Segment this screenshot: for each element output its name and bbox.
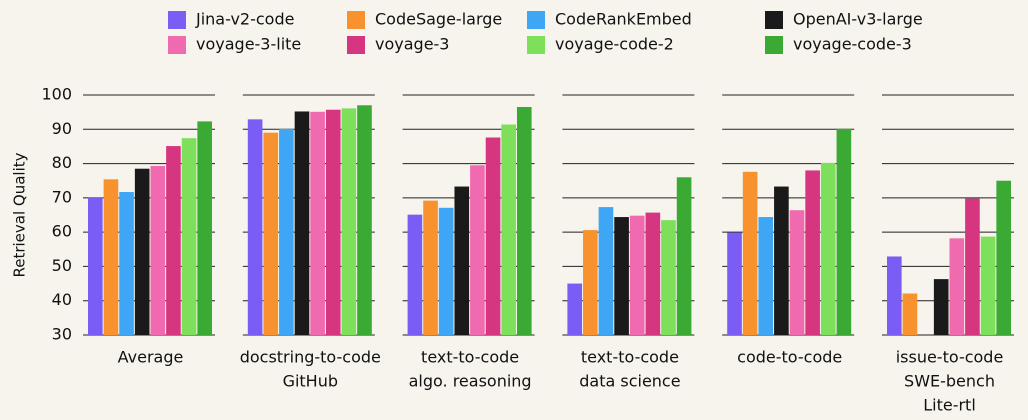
bar xyxy=(119,192,134,335)
legend-swatch xyxy=(347,36,365,54)
bar xyxy=(150,165,166,335)
x-tick-label: text-to-code xyxy=(581,348,679,367)
legend-swatch xyxy=(527,36,545,54)
bar xyxy=(774,186,789,335)
y-tick-label: 40 xyxy=(52,290,72,309)
x-tick-label: Average xyxy=(118,348,184,367)
bar xyxy=(485,137,501,335)
x-tick-label: code-to-code xyxy=(737,348,842,367)
x-tick-label: docstring-to-code xyxy=(240,348,381,367)
legend-label: voyage-3 xyxy=(375,35,449,54)
bar xyxy=(645,212,661,335)
bar xyxy=(166,146,181,335)
bar xyxy=(598,207,614,335)
bar xyxy=(661,220,676,335)
bar xyxy=(263,132,279,335)
y-tick-label: 50 xyxy=(52,256,72,275)
bar xyxy=(134,168,150,335)
bar xyxy=(454,186,470,335)
x-tick-label: Lite-rtl xyxy=(923,396,976,415)
legend-label: Jina-v2-code xyxy=(195,10,294,29)
bar xyxy=(614,217,629,335)
bar xyxy=(902,293,918,335)
legend-swatch xyxy=(765,11,783,29)
bar xyxy=(310,111,325,335)
bar xyxy=(676,177,692,335)
bar xyxy=(933,279,949,335)
bar xyxy=(325,109,341,335)
legend-label: voyage-code-2 xyxy=(555,35,674,54)
bar xyxy=(279,128,294,335)
bar xyxy=(88,197,103,335)
bar xyxy=(357,105,372,336)
bar xyxy=(516,107,532,335)
bar xyxy=(407,214,423,335)
bar xyxy=(836,128,852,335)
bar xyxy=(805,170,820,335)
y-tick-label: 30 xyxy=(52,325,72,344)
bar xyxy=(341,108,357,335)
legend-label: CodeSage-large xyxy=(375,10,502,29)
x-tick-label: algo. reasoning xyxy=(409,372,532,391)
x-tick-label: issue-to-code xyxy=(896,348,1004,367)
legend-label: CodeRankEmbed xyxy=(555,10,692,29)
bar xyxy=(470,165,485,335)
bar xyxy=(996,180,1011,335)
x-tick-label: text-to-code xyxy=(421,348,519,367)
y-tick-label: 80 xyxy=(52,153,72,172)
bar xyxy=(789,210,805,335)
bar xyxy=(294,111,310,335)
legend-swatch xyxy=(168,11,186,29)
bar xyxy=(965,198,980,335)
y-tick-label: 90 xyxy=(52,119,72,138)
bar xyxy=(758,217,774,335)
bar xyxy=(247,119,263,335)
x-tick-label: GitHub xyxy=(283,372,338,391)
bar xyxy=(438,207,454,335)
bar xyxy=(583,230,598,335)
legend-label: voyage-code-3 xyxy=(793,35,912,54)
bar xyxy=(567,283,583,335)
legend-swatch xyxy=(347,11,365,29)
legend-swatch xyxy=(168,36,186,54)
bar xyxy=(820,162,836,335)
y-tick-label: 60 xyxy=(52,222,72,241)
bar xyxy=(423,200,438,335)
legend-swatch xyxy=(765,36,783,54)
y-axis-label: Retrieval Quality xyxy=(11,152,29,277)
bar xyxy=(103,179,119,335)
bar xyxy=(887,256,902,335)
bar xyxy=(727,232,742,335)
legend-label: OpenAI-v3-large xyxy=(793,10,923,29)
x-tick-label: data science xyxy=(579,372,680,391)
bar xyxy=(949,238,965,335)
x-tick-label: SWE-bench xyxy=(904,372,995,391)
bar xyxy=(629,215,645,335)
bar xyxy=(181,138,197,335)
y-tick-label: 70 xyxy=(52,187,72,206)
y-tick-label: 100 xyxy=(41,85,72,104)
bar xyxy=(501,124,516,335)
bar xyxy=(980,236,996,335)
bar xyxy=(742,171,758,335)
legend-label: voyage-3-lite xyxy=(196,35,301,54)
bar xyxy=(197,121,212,336)
legend-swatch xyxy=(527,11,545,29)
